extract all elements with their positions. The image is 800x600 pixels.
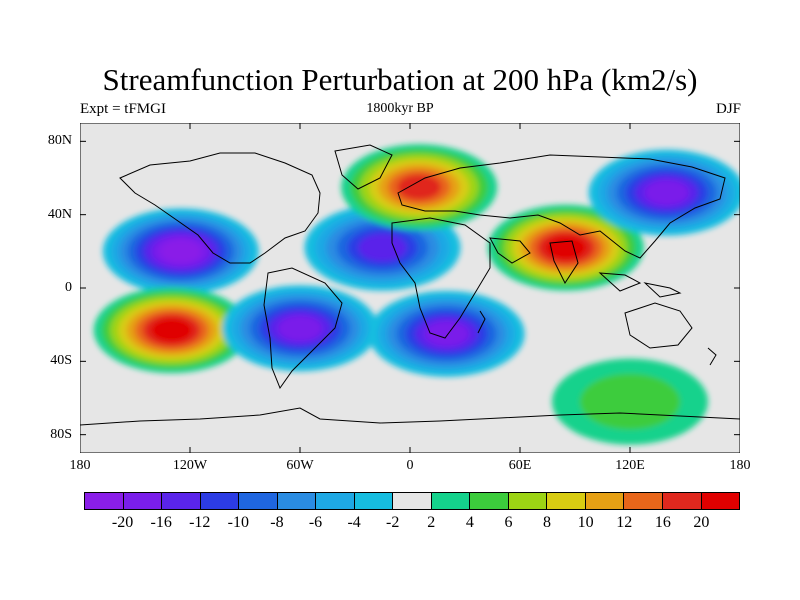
colorbar-cell: [470, 493, 509, 509]
coast-north-america: [119, 152, 321, 264]
colorbar-level-label: 20: [693, 514, 710, 531]
anomaly-3: [304, 204, 461, 291]
anomaly-contour: [545, 235, 587, 260]
anomaly-contour: [580, 373, 680, 430]
anomaly-contour: [151, 318, 193, 342]
colorbar-level-label: -4: [347, 514, 361, 531]
anomaly-6: [487, 204, 644, 291]
anomaly-contour: [644, 180, 689, 206]
coast-australia: [624, 302, 693, 349]
colorbar-cell: [277, 493, 317, 509]
colorbar-level-label: -6: [308, 514, 323, 531]
lon-tick-label: 180: [69, 458, 91, 473]
colorbar-level-label: -12: [189, 514, 211, 531]
coast-antarctica: [80, 407, 740, 426]
lon-tick-label: 120E: [615, 458, 645, 473]
lon-tick-label: 60E: [508, 458, 532, 473]
colorbar-cell: [508, 493, 548, 509]
colorbar-level-label: 16: [654, 514, 671, 531]
colorbar-cell: [701, 493, 740, 509]
colorbar-cell: [662, 493, 702, 509]
anomaly-contour: [397, 174, 442, 200]
anomaly-8: [552, 358, 708, 445]
plot-title: Streamfunction Perturbation at 200 hPa (…: [102, 62, 698, 97]
colorbar-cell: [316, 493, 355, 509]
anomaly-contour: [278, 315, 322, 341]
lat-tick-label: 40N: [47, 206, 72, 222]
colorbar-cell: [393, 493, 432, 509]
lon-tick-label: 180: [729, 458, 751, 473]
lon-tick-label: 120W: [172, 458, 208, 473]
period-label: 1800kyr BP: [366, 101, 434, 116]
coast-eurasia: [397, 154, 726, 259]
colorbar-cell: [85, 493, 124, 509]
colorbar-level-label: -20: [111, 514, 134, 531]
experiment-label: Expt = tFMGI: [80, 101, 166, 117]
colorbar-cell: [547, 493, 586, 509]
colorbar-level-label: -10: [227, 514, 250, 531]
lon-tick-label: 0: [406, 458, 414, 473]
lat-tick-label: 80S: [50, 426, 72, 442]
coastlines: [80, 144, 740, 426]
colorbar-level-label: -2: [386, 514, 400, 531]
coast-south-asia: [489, 237, 579, 285]
colorbar-level-label: 8: [543, 514, 552, 531]
colorbar-cell: [431, 493, 471, 509]
anomaly-5: [341, 144, 498, 231]
axis-ticks: [80, 123, 740, 453]
colorbar-level-label: 12: [616, 514, 633, 531]
colorbar-level-label: 2: [427, 514, 436, 531]
coast-madagascar: [477, 310, 486, 334]
anomaly-1: [93, 287, 250, 374]
colorbar-cell: [200, 493, 240, 509]
coast-africa: [391, 217, 491, 339]
lat-tick-label: 0: [65, 280, 72, 295]
colorbar-level-label: 10: [577, 514, 594, 531]
anomaly-contour: [160, 239, 202, 264]
colorbar-level-label: -8: [270, 514, 284, 531]
colorbar-cell: [585, 493, 625, 509]
coast-south-america: [263, 267, 343, 390]
anomaly-field: [93, 144, 740, 445]
colorbar-cell: [123, 493, 163, 509]
colorbar-cell: [162, 493, 201, 509]
anomaly-0: [102, 208, 259, 295]
coast-new-zealand: [707, 347, 717, 366]
lat-tick-label: 80N: [47, 133, 72, 149]
colorbar: [84, 492, 740, 510]
colorbar-level-label: 4: [465, 514, 474, 531]
colorbar-cell: [239, 493, 278, 509]
anomaly-contour: [424, 321, 469, 347]
colorbar-level-label: 6: [504, 514, 513, 531]
map-panel: [80, 123, 740, 453]
anomaly-contour: [358, 233, 407, 262]
streamfunction-map: [80, 123, 740, 453]
anomaly-7: [588, 149, 740, 236]
colorbar-cell: [624, 493, 663, 509]
colorbar-cell: [354, 493, 394, 509]
colorbar-level-label: -16: [150, 514, 172, 531]
lon-tick-label: 60W: [286, 458, 314, 473]
season-label: DJF: [715, 101, 741, 117]
lat-tick-label: 40S: [50, 353, 72, 369]
anomaly-2: [222, 285, 378, 372]
coast-greenland: [334, 144, 393, 190]
anomaly-4: [368, 290, 525, 377]
coast-maritime-continent: [598, 272, 682, 298]
